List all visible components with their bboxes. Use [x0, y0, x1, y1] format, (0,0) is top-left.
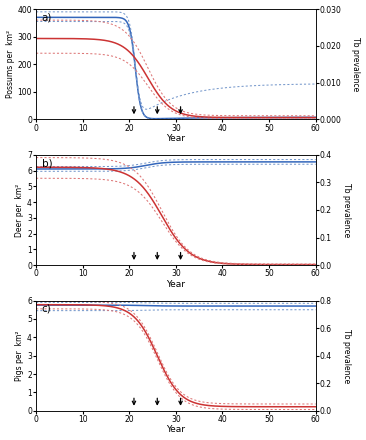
X-axis label: Year: Year — [167, 425, 186, 434]
X-axis label: Year: Year — [167, 280, 186, 289]
Y-axis label: Tb prevalence: Tb prevalence — [342, 183, 351, 237]
Text: b): b) — [42, 158, 52, 168]
Y-axis label: Deer per  km²: Deer per km² — [15, 183, 24, 237]
Y-axis label: Tb prevalence: Tb prevalence — [342, 329, 351, 383]
X-axis label: Year: Year — [167, 134, 186, 143]
Y-axis label: Pigs per  km²: Pigs per km² — [15, 330, 24, 381]
Text: a): a) — [42, 12, 52, 22]
Text: c): c) — [42, 304, 52, 314]
Y-axis label: Tb prevalence: Tb prevalence — [351, 37, 361, 92]
Y-axis label: Possums per  km²: Possums per km² — [5, 30, 15, 98]
